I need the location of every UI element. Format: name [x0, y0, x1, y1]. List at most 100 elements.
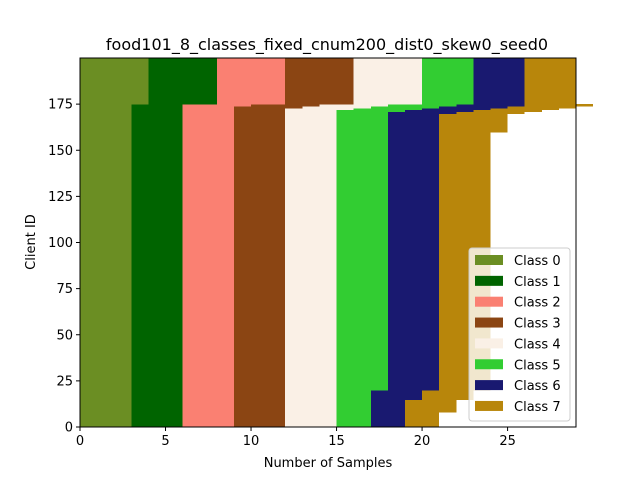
- bar-segment-class-0: [80, 104, 132, 107]
- bar-segment-class-1: [131, 131, 183, 391]
- bar-segment-class-3: [233, 399, 286, 413]
- bar-segment-class-5: [336, 113, 388, 133]
- bar-segment-class-1: [131, 104, 183, 107]
- bar-segment-class-3: [285, 58, 354, 105]
- y-tick-label: 25: [56, 374, 73, 389]
- bar-segment-class-0: [80, 113, 132, 133]
- bar-segment-class-0: [80, 412, 132, 428]
- bar-segment-class-6: [370, 399, 405, 413]
- bar-segment-class-3: [233, 105, 303, 109]
- bar-segment-class-1: [131, 105, 183, 109]
- bar-segment-class-3: [233, 107, 286, 111]
- bar-segment-class-6: [370, 390, 423, 400]
- bar-segment-class-4: [353, 58, 423, 105]
- bar-segment-class-1: [131, 399, 183, 413]
- bar-segment-class-6: [422, 107, 491, 111]
- bar-segment-class-2: [216, 58, 286, 105]
- bar-segment-class-6: [456, 104, 525, 107]
- bar-segment-class-0: [80, 107, 132, 111]
- bar-segment-class-3: [233, 412, 286, 428]
- bar-segment-class-0: [80, 399, 132, 413]
- bar-segment-class-6: [387, 131, 440, 391]
- bar-segment-class-4: [285, 399, 337, 413]
- bar-segment-class-4: [285, 109, 337, 113]
- bar-segment-class-2: [182, 399, 234, 413]
- legend-label-class-7: Class 7: [514, 400, 561, 415]
- x-tick-label: 25: [499, 434, 516, 449]
- legend-label-class-6: Class 6: [514, 379, 561, 394]
- x-tick-label: 10: [243, 434, 260, 449]
- bar-segment-class-5: [387, 104, 457, 107]
- y-tick-label: 175: [48, 98, 73, 113]
- bar-segment-class-5: [422, 58, 474, 105]
- bar-segment-class-1: [148, 58, 217, 105]
- legend-label-class-3: Class 3: [514, 317, 561, 332]
- bar-segment-class-5: [336, 111, 388, 114]
- bar-segment-class-1: [131, 113, 183, 133]
- bar-segment-class-1: [131, 111, 183, 114]
- bar-segment-class-7: [490, 107, 559, 111]
- bar-segment-class-5: [336, 131, 388, 391]
- bar-segment-class-2: [182, 107, 234, 111]
- bar-segment-class-3: [233, 131, 286, 391]
- bar-segment-class-3: [251, 104, 320, 107]
- bar-segment-class-7: [524, 104, 594, 107]
- bar-segment-class-6: [404, 109, 474, 113]
- legend-swatch-class-3: [475, 317, 503, 328]
- bar-segment-class-3: [233, 113, 286, 133]
- bar-segment-class-5: [336, 109, 405, 113]
- bar-segment-class-5: [336, 390, 371, 400]
- legend: Class 0 Class 1 Class 2 Class 3 Class 4 Class…: [468, 247, 571, 422]
- legend-label-class-0: Class 0: [514, 254, 561, 269]
- bar-segment-class-6: [370, 412, 405, 428]
- bar-segment-class-1: [131, 107, 183, 111]
- bar-segment-class-4: [285, 131, 337, 391]
- bar-segment-class-5: [370, 105, 440, 109]
- legend-swatch-class-5: [475, 359, 503, 370]
- legend-swatch-class-2: [475, 296, 503, 307]
- bar-segment-class-7: [473, 109, 542, 113]
- bar-segment-class-5: [336, 399, 371, 413]
- bar-segment-class-4: [285, 412, 337, 428]
- legend-label-class-5: Class 5: [514, 358, 561, 373]
- bar-segment-class-7: [404, 399, 457, 413]
- y-axis-label: Client ID: [24, 214, 39, 270]
- bar-segment-class-5: [353, 107, 423, 111]
- bar-segment-class-0: [80, 131, 132, 391]
- bar-segment-class-2: [182, 390, 234, 400]
- y-tick-label: 75: [56, 282, 73, 297]
- legend-label-class-2: Class 2: [514, 296, 561, 311]
- bar-segment-class-3: [233, 109, 286, 113]
- bar-segment-class-0: [80, 109, 132, 113]
- y-tick-label: 125: [48, 190, 73, 205]
- legend-label-class-4: Class 4: [514, 337, 561, 352]
- bar-segment-class-1: [131, 109, 183, 113]
- y-tick-label: 50: [56, 328, 73, 343]
- x-tick-label: 0: [76, 434, 84, 449]
- bar-segment-class-2: [182, 111, 234, 114]
- bar-segment-class-0: [80, 390, 132, 400]
- bar-segment-class-1: [131, 412, 183, 428]
- x-tick-label: 15: [328, 434, 345, 449]
- x-tick-label: 20: [414, 434, 431, 449]
- bar-segment-class-3: [233, 390, 286, 400]
- bar-segment-class-0: [80, 111, 132, 114]
- bar-segment-class-2: [182, 105, 234, 109]
- y-axis: 0 25 50 75 100 125 150 175: [48, 98, 80, 436]
- bar-segment-class-6: [473, 58, 525, 105]
- y-tick-label: 100: [48, 236, 73, 251]
- x-tick-label: 5: [161, 434, 169, 449]
- legend-label-class-1: Class 1: [514, 275, 561, 290]
- bar-segment-class-2: [182, 412, 234, 428]
- bar-segment-class-5: [336, 412, 371, 428]
- bar-segment-class-6: [439, 105, 508, 109]
- legend-swatch-class-1: [475, 275, 503, 286]
- bar-segment-class-4: [285, 113, 337, 133]
- bar-segment-class-4: [302, 105, 371, 109]
- bar-segment-class-7: [524, 58, 576, 105]
- bar-segment-class-0: [80, 58, 149, 105]
- plot-area: [80, 58, 594, 428]
- legend-box: [468, 247, 571, 422]
- legend-swatch-class-0: [475, 255, 503, 265]
- bar-segment-class-7: [404, 412, 440, 428]
